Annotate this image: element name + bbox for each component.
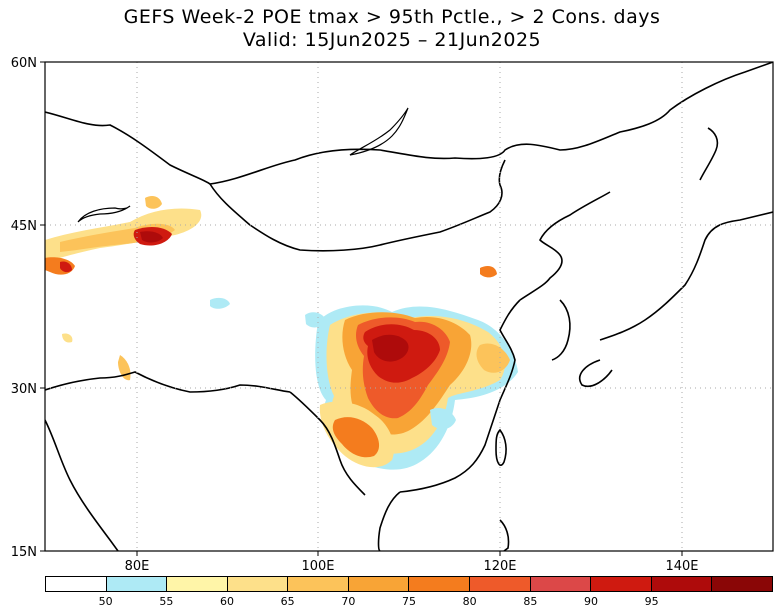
- colorbar-tick-label: 50: [98, 595, 113, 608]
- colorbar-tick-label: 90: [584, 595, 598, 608]
- colorbar-swatch: [167, 577, 228, 591]
- shading-northwest: [45, 196, 497, 381]
- colorbar-tick-label: 60: [220, 595, 234, 608]
- colorbar-tick-label: 75: [402, 595, 416, 608]
- lat-label-15n: 15N: [11, 545, 37, 560]
- coastlines-borders: [45, 62, 773, 551]
- lat-label-45n: 45N: [11, 219, 37, 234]
- map-frame: [44, 61, 774, 552]
- colorbar-swatch: [470, 577, 531, 591]
- colorbar-swatch: [288, 577, 349, 591]
- lon-label-140e: 140E: [665, 559, 698, 574]
- colorbar-tick-label: 85: [523, 595, 538, 608]
- colorbar: [45, 576, 773, 592]
- colorbar-tick-label: 55: [159, 595, 174, 608]
- colorbar-swatch: [712, 577, 772, 591]
- colorbar-swatch: [409, 577, 471, 591]
- lon-label-120e: 120E: [483, 559, 516, 574]
- lon-label-80e: 80E: [125, 559, 150, 574]
- lat-label-30n: 30N: [11, 382, 37, 397]
- colorbar-tick-label: 95: [644, 595, 659, 608]
- shading-central-china: [305, 305, 518, 470]
- lakes: [77, 107, 409, 223]
- colorbar-tick-label: 70: [341, 595, 356, 608]
- lon-label-100e: 100E: [301, 559, 334, 574]
- colorbar-swatch: [46, 577, 107, 591]
- colorbar-swatch: [227, 577, 289, 591]
- colorbar-swatch: [530, 577, 592, 591]
- colorbar-tick-label: 65: [280, 595, 295, 608]
- colorbar-swatch: [348, 577, 410, 591]
- lat-label-60n: 60N: [11, 56, 37, 71]
- map-title-line2: Valid: 15Jun2025 – 21Jun2025: [242, 29, 542, 51]
- colorbar-tick-label: 80: [462, 595, 477, 608]
- map-title-line1: GEFS Week-2 POE tmax > 95th Pctle., > 2 …: [123, 6, 661, 28]
- axis-ticks: [40, 61, 683, 556]
- gridlines: [45, 62, 773, 551]
- colorbar-swatch: [591, 577, 652, 591]
- colorbar-swatch: [106, 577, 168, 591]
- colorbar-swatch: [651, 577, 713, 591]
